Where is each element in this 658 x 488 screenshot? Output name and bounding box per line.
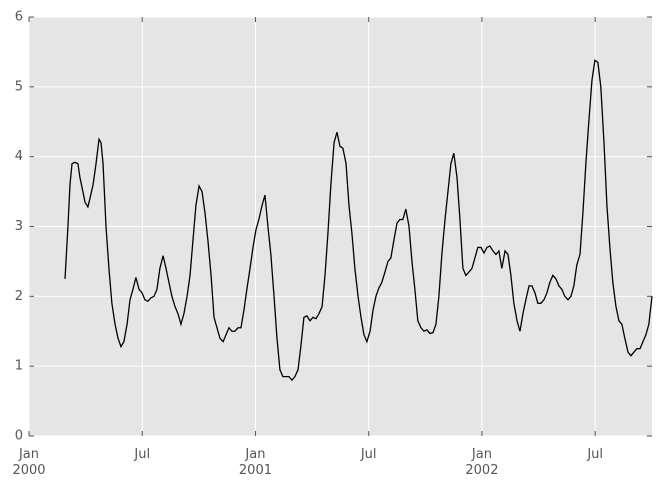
y-tick-label: 3 [15, 219, 23, 234]
y-tick-label: 1 [15, 359, 23, 374]
data-line [64, 59, 653, 382]
x-tick-label: Jul [587, 447, 603, 462]
y-tick-label: 5 [15, 79, 23, 94]
x-tick-label: Jan 2000 [12, 447, 46, 478]
x-tick-label: Jan 2001 [238, 447, 272, 478]
x-tick-label: Jan 2002 [465, 447, 499, 478]
y-tick-label: 0 [15, 429, 23, 444]
y-tick-label: 4 [15, 149, 23, 164]
x-tick-label: Jul [360, 447, 377, 462]
x-tick-label: Jul [134, 447, 151, 462]
y-tick-label: 6 [15, 10, 23, 25]
y-tick-label: 2 [15, 289, 23, 304]
